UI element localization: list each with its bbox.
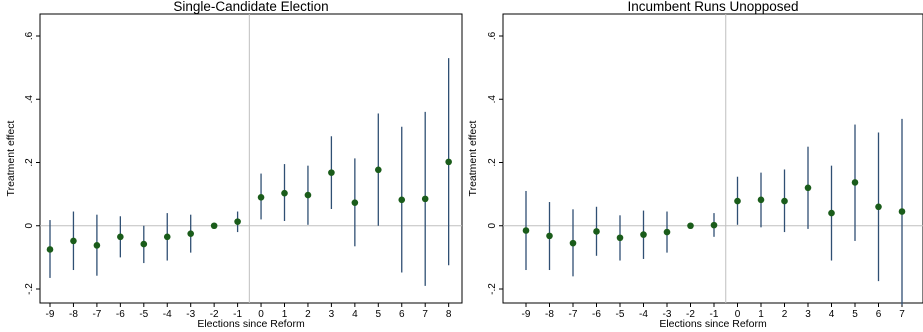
x-tick-label: 7 [899, 309, 905, 320]
point-estimate [140, 240, 148, 248]
y-tick-label: .6 [24, 31, 35, 40]
x-tick-label: 7 [422, 309, 428, 320]
chart-single-candidate-election: Single-Candidate Election -.2 0 .2 .4 .6 -9 -8 -… [5, 0, 463, 330]
x-tick-label: 3 [805, 309, 811, 320]
point-estimate [898, 208, 906, 215]
x-tick-label: -4 [163, 309, 172, 320]
point-estimate [781, 197, 788, 205]
y-axis-label: Treatment effect [467, 120, 479, 196]
x-tick-label: -2 [686, 309, 695, 320]
point-estimate [93, 242, 101, 249]
x-tick-label: 0 [735, 309, 741, 320]
plot-frame [39, 13, 463, 304]
point-estimate [734, 197, 741, 205]
point-estimate [804, 184, 812, 192]
y-tick-label: .4 [24, 95, 35, 104]
chart-incumbent-runs-unopposed: Incumbent Runs Unopposed -.2 0 .2 .4 .6 -9 -8 -7… [467, 0, 923, 330]
point-estimate [522, 227, 530, 234]
point-estimate [351, 199, 359, 206]
x-tick-label: 3 [329, 309, 335, 320]
x-tick-label: 6 [399, 309, 405, 320]
x-tick-label: -3 [186, 309, 195, 320]
x-axis-label: Elections since Reform [197, 318, 305, 330]
x-tick-label: 4 [352, 309, 358, 320]
x-tick-label: 0 [258, 309, 264, 320]
point-estimate [187, 230, 194, 237]
y-tick-label: .2 [24, 158, 35, 167]
point-estimate [234, 218, 241, 225]
y-axis-label: Treatment effect [5, 120, 17, 196]
x-tick-label: 1 [758, 309, 764, 320]
point-estimate [281, 189, 288, 197]
point-estimate [593, 228, 600, 235]
point-estimate [710, 221, 718, 229]
x-axis-label: Elections since Reform [659, 318, 767, 330]
point-estimate [569, 239, 577, 247]
y-tick-label: .4 [487, 95, 498, 104]
point-estimate [851, 179, 859, 186]
point-estimate [398, 196, 406, 204]
x-tick-label: 8 [446, 309, 452, 320]
x-tick-label: -3 [663, 309, 672, 320]
x-tick-label: 5 [376, 309, 382, 320]
point-estimate [757, 196, 765, 204]
y-tick-label: -.2 [24, 283, 35, 295]
x-tick-label: -2 [210, 309, 219, 320]
plot-frame [502, 13, 923, 304]
x-tick-label: -7 [92, 309, 101, 320]
point-estimate [640, 231, 647, 238]
x-tick-label: -9 [522, 309, 531, 320]
x-tick-label: -5 [139, 309, 148, 320]
point-estimate [328, 169, 335, 176]
y-tick-label: .2 [487, 158, 498, 167]
point-estimate [445, 158, 452, 166]
x-tick-label: -4 [639, 309, 648, 320]
point-estimate [117, 233, 124, 241]
point-estimate [257, 193, 265, 201]
point-estimate [163, 233, 171, 241]
chart-title: Single-Candidate Election [173, 0, 328, 14]
y-tick-label: 0 [24, 223, 35, 229]
x-tick-label: -8 [545, 309, 554, 320]
x-tick-label: -1 [710, 309, 719, 320]
y-tick-label: .6 [487, 31, 498, 40]
x-tick-label: -9 [46, 309, 55, 320]
y-tick-label: 0 [487, 223, 498, 229]
point-estimate [687, 222, 694, 230]
x-tick-label: -1 [233, 309, 242, 320]
x-tick-label: 2 [305, 309, 311, 320]
point-estimate [828, 209, 835, 217]
point-estimate [46, 246, 54, 253]
point-estimate [304, 191, 312, 199]
x-tick-label: 6 [876, 309, 882, 320]
x-tick-label: 4 [829, 309, 835, 320]
point-estimate [875, 203, 882, 211]
point-estimate [421, 195, 429, 203]
chart-title: Incumbent Runs Unopposed [627, 0, 798, 14]
x-tick-label: -7 [569, 309, 578, 320]
point-estimate [375, 166, 382, 174]
point-estimate [210, 222, 218, 230]
x-tick-label: -8 [69, 309, 78, 320]
x-tick-label: -6 [592, 309, 601, 320]
x-tick-label: 2 [782, 309, 788, 320]
x-tick-label: 5 [852, 309, 858, 320]
x-tick-label: 1 [282, 309, 288, 320]
point-estimate [546, 232, 553, 240]
y-tick-label: -.2 [487, 283, 498, 295]
x-tick-label: -6 [116, 309, 125, 320]
point-estimate [70, 237, 77, 245]
x-tick-label: -5 [616, 309, 625, 320]
point-estimate [663, 228, 671, 236]
point-estimate [616, 234, 624, 242]
